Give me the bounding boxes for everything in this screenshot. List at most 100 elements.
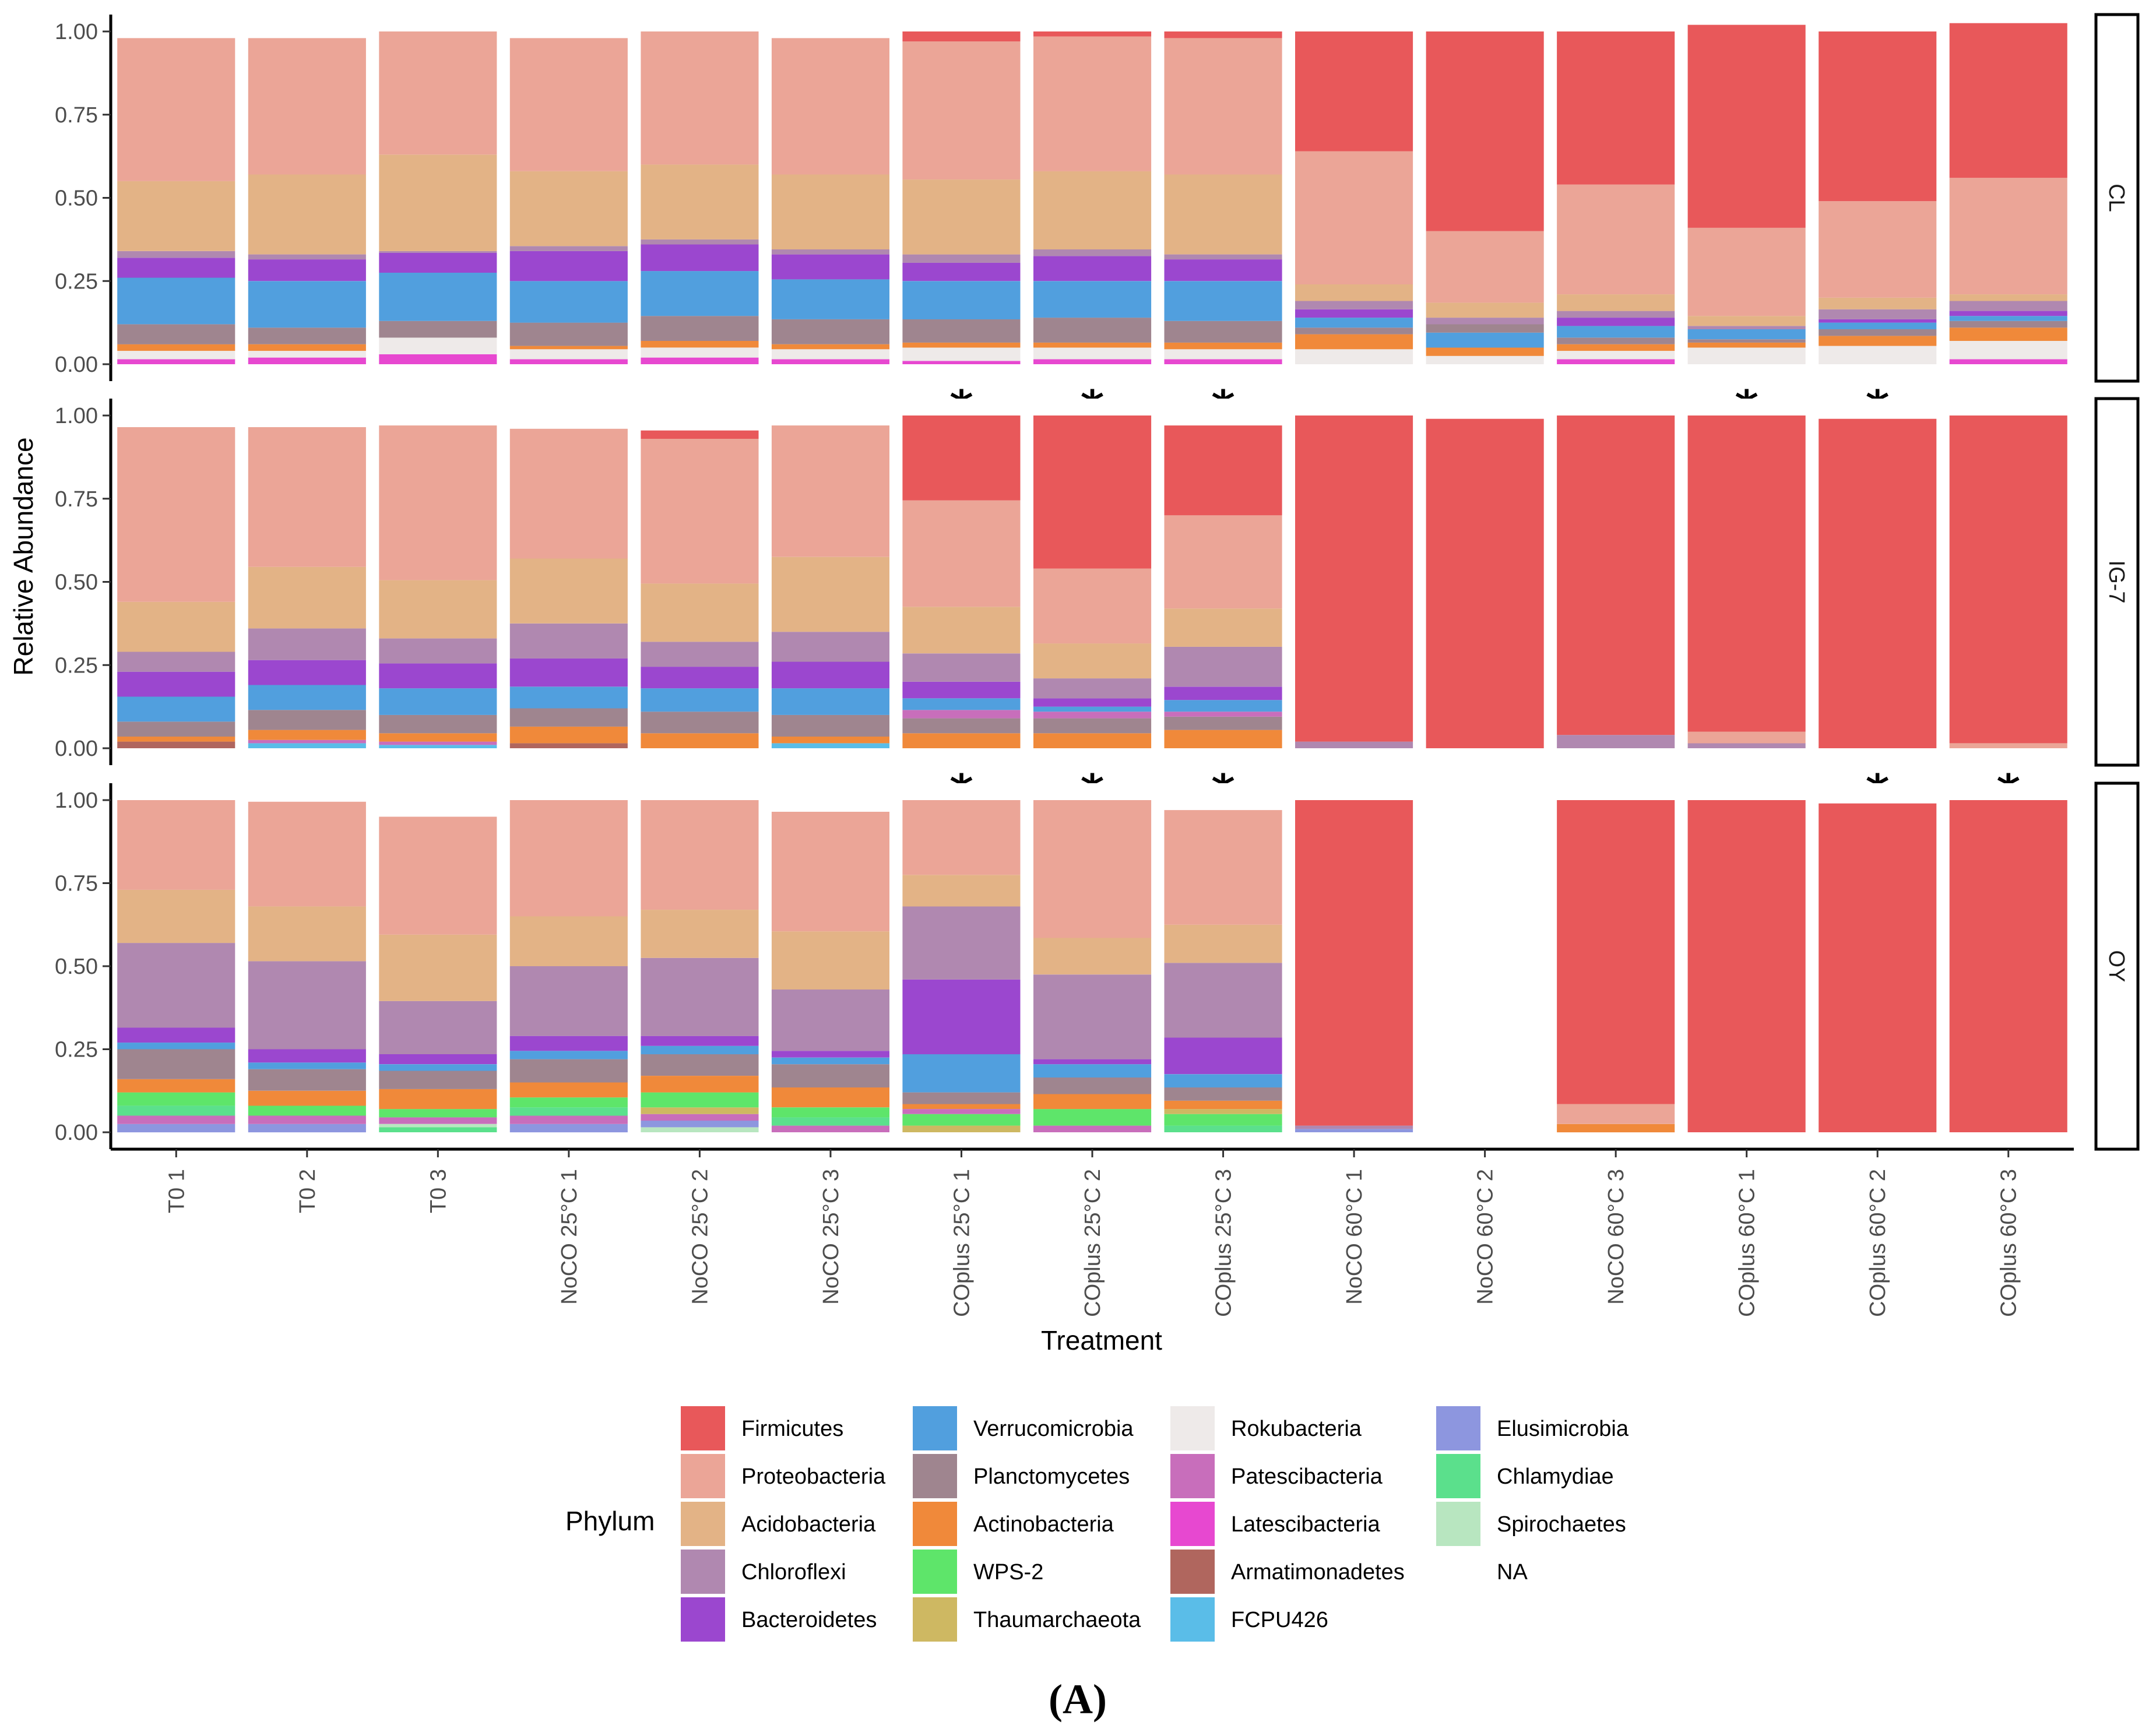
bar-segment-actinobacteria	[509, 346, 628, 350]
bar-segment-acidobacteria	[1033, 171, 1152, 249]
bar-segment-chloroflexi	[1033, 249, 1152, 256]
legend-label: Bacteroidetes	[741, 1608, 877, 1632]
bar-segment-planctomycetes	[641, 712, 759, 734]
bar-ig-7-noco-60-c-2	[1426, 418, 1544, 748]
bar-segment-actinobacteria	[641, 1076, 759, 1093]
bar-segment-verrucomicrobia	[379, 1064, 497, 1071]
bar-segment-proteobacteria	[248, 427, 366, 567]
bar-segment-chloroflexi	[1164, 963, 1282, 1038]
bar-segment-chloroflexi	[771, 989, 889, 1051]
bar-segment-firmicutes	[1033, 31, 1152, 37]
bar-segment-actinobacteria	[509, 1082, 628, 1098]
legend-item-thaumarchaeota: Thaumarchaeota	[913, 1597, 1141, 1642]
bar-oy-coplus-25-c-2	[1033, 800, 1152, 1132]
bar-cl-coplus-25-c-2	[1033, 31, 1152, 364]
bar-segment-proteobacteria	[379, 31, 497, 155]
bar-segment-wps-2	[248, 1105, 366, 1116]
bar-segment-proteobacteria	[117, 427, 235, 602]
legend-item-proteobacteria: Proteobacteria	[681, 1454, 886, 1498]
bar-segment-bacteroidetes	[1949, 311, 2067, 316]
bar-segment-rokubacteria	[902, 347, 1021, 361]
bar-segment-bacteroidetes	[1164, 1037, 1282, 1075]
facet-strip-label: OY	[2104, 950, 2129, 983]
bar-segment-bacteroidetes	[379, 663, 497, 689]
bar-ig-7-coplus-25-c-1	[902, 415, 1021, 748]
bar-segment-rokubacteria	[117, 351, 235, 360]
legend: Phylum Firmicutes Proteobacteria Acidobacte…	[565, 1406, 1629, 1642]
bar-segment-proteobacteria	[509, 428, 628, 559]
bar-segment-chlamydiae	[379, 1127, 497, 1132]
bar-segment-chloroflexi	[509, 966, 628, 1036]
bar-segment-firmicutes	[1949, 415, 2067, 744]
bar-segment-patescibacteria	[117, 1115, 235, 1124]
bar-segment-chlamydiae	[509, 1107, 628, 1116]
bar-segment-planctomycetes	[902, 1092, 1021, 1104]
bar-segment-bacteroidetes	[1557, 318, 1675, 326]
bar-segment-actinobacteria	[248, 1090, 366, 1106]
bar-segment-bacteroidetes	[641, 244, 759, 272]
bar-segment-verrucomicrobia	[1164, 700, 1282, 712]
bar-segment-bacteroidetes	[1164, 686, 1282, 700]
bar-segment-actinobacteria	[771, 737, 889, 744]
legend-swatch	[913, 1550, 957, 1594]
bar-segment-chloroflexi	[641, 957, 759, 1036]
facet-panels: 0.000.250.500.751.00CL*****0.000.250.500…	[55, 13, 2140, 1151]
legend-label: Elusimicrobia	[1497, 1417, 1629, 1441]
bar-segment-armatimonadetes	[509, 743, 628, 748]
bar-segment-acidobacteria	[1295, 284, 1413, 301]
bar-segment-chloroflexi	[248, 254, 366, 260]
bar-cl-noco-25-c-3	[771, 38, 889, 364]
bar-segment-chloroflexi	[641, 642, 759, 667]
bar-segment-patescibacteria	[248, 740, 366, 744]
bar-segment-latescibacteria	[248, 357, 366, 364]
bar-ig-7-coplus-25-c-3	[1164, 425, 1282, 748]
bar-segment-patescibacteria	[641, 1114, 759, 1121]
legend-label: Rokubacteria	[1231, 1417, 1362, 1441]
bar-segment-proteobacteria	[248, 38, 366, 175]
bar-segment-wps-2	[1033, 1109, 1152, 1126]
legend-label: Acidobacteria	[741, 1512, 876, 1537]
bar-ig-7-coplus-60-c-2	[1819, 418, 1937, 748]
bar-segment-verrucomicrobia	[509, 1051, 628, 1059]
bar-segment-actinobacteria	[379, 1089, 497, 1110]
bar-segment-patescibacteria	[509, 1115, 628, 1124]
bar-segment-verrucomicrobia	[1949, 316, 2067, 321]
x-tick-label: NoCO 25°C 1	[557, 1169, 582, 1305]
y-tick-label: 1.00	[55, 20, 98, 44]
bar-segment-verrucomicrobia	[1033, 1064, 1152, 1077]
bar-segment-bacteroidetes	[1164, 259, 1282, 281]
bar-segment-actinobacteria	[771, 344, 889, 350]
bar-segment-firmicutes	[1687, 24, 1806, 228]
y-tick-label: 0.00	[55, 353, 98, 377]
bar-segment-bacteroidetes	[117, 1027, 235, 1043]
bar-segment-acidobacteria	[379, 154, 497, 251]
bar-segment-firmicutes	[1426, 31, 1544, 231]
bar-segment-actinobacteria	[902, 1104, 1021, 1109]
bar-segment-fcpu426	[379, 745, 497, 748]
bar-segment-planctomycetes	[248, 328, 366, 344]
legend-item-firmicutes: Firmicutes	[681, 1406, 843, 1450]
bar-segment-acidobacteria	[509, 171, 628, 247]
bar-oy-coplus-25-c-1	[902, 800, 1021, 1132]
bar-segment-bacteroidetes	[1033, 1059, 1152, 1065]
x-tick-label: COplus 60°C 1	[1735, 1169, 1760, 1317]
bar-segment-thaumarchaeota	[641, 1107, 759, 1114]
bar-segment-acidobacteria	[117, 889, 235, 943]
bar-segment-wps-2	[641, 1092, 759, 1108]
x-tick-label: T0 3	[426, 1169, 451, 1213]
bar-oy-t0-3	[379, 816, 497, 1132]
bar-ig-7-coplus-60-c-3	[1949, 415, 2067, 748]
bar-segment-latescibacteria	[1949, 359, 2067, 364]
bar-segment-planctomycetes	[509, 708, 628, 727]
bar-segment-proteobacteria	[248, 801, 366, 907]
bar-segment-bacteroidetes	[1819, 319, 1937, 323]
bar-segment-proteobacteria	[1426, 231, 1544, 303]
bar-cl-noco-60-c-3	[1557, 31, 1675, 364]
bar-segment-firmicutes	[1819, 418, 1937, 748]
bar-oy-noco-25-c-1	[509, 800, 628, 1133]
bar-segment-proteobacteria	[641, 800, 759, 910]
y-tick-label: 0.50	[55, 186, 98, 211]
bar-segment-proteobacteria	[117, 38, 235, 181]
bar-segment-bacteroidetes	[509, 658, 628, 687]
